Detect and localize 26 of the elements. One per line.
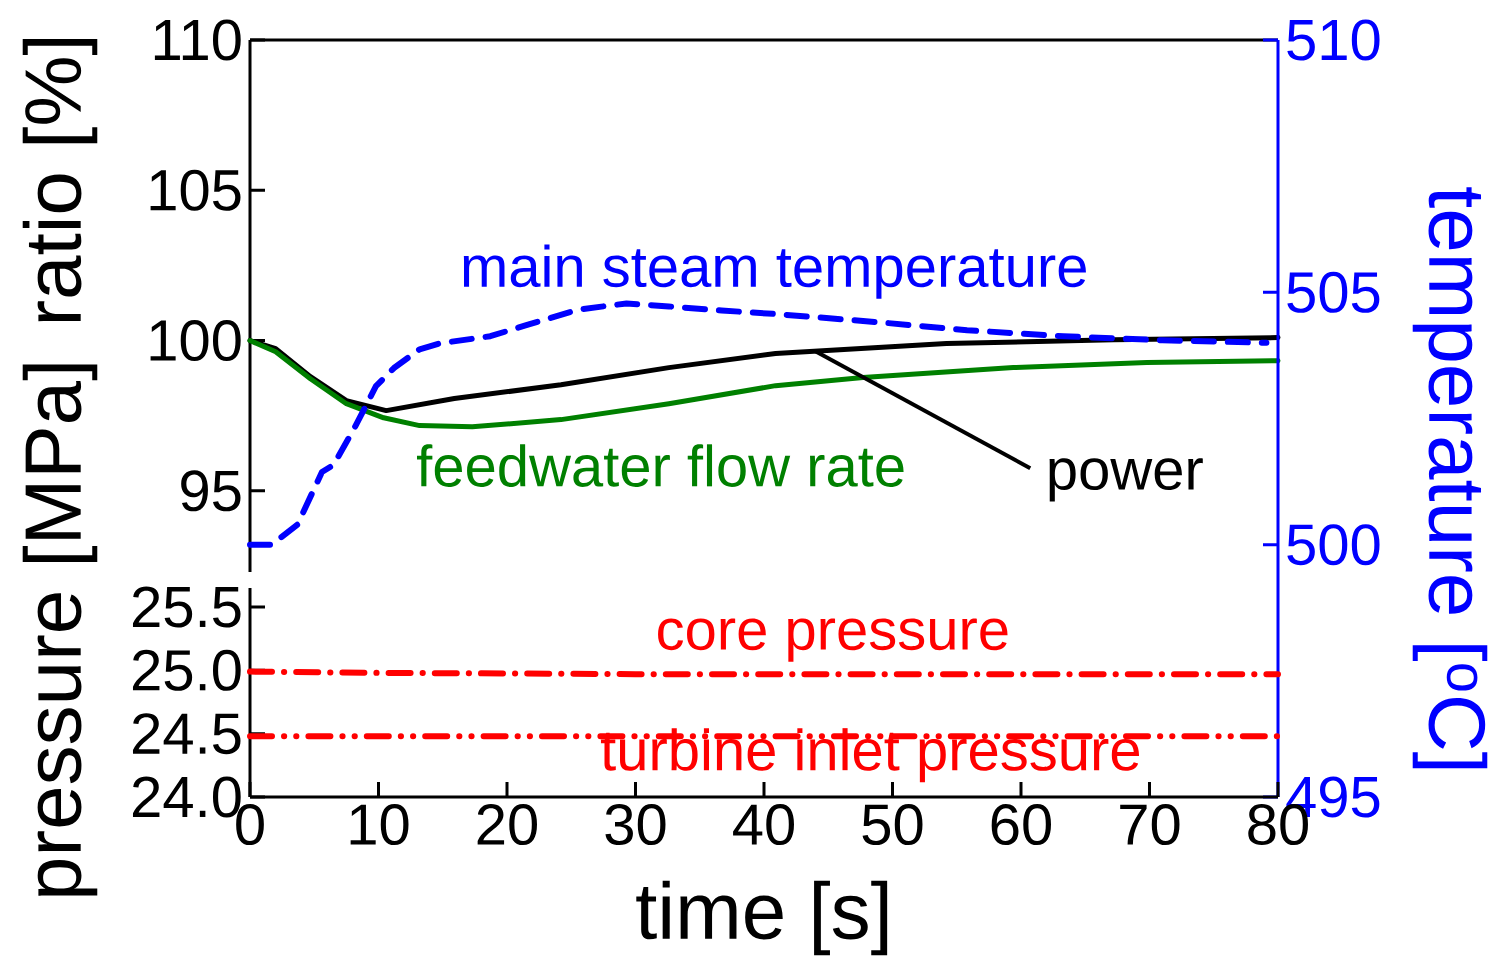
x-tick-label: 20 [477,804,537,846]
series-label: turbine inlet pressure [600,728,1140,783]
y2-tick-label: 500 [1287,524,1380,566]
series-label: core pressure [658,618,1008,662]
y-tick-label: 100 [150,320,241,362]
text: power [1049,458,1203,502]
x-tick-label: 70 [1120,804,1180,846]
y2-axis-title: temperature [$^{o}$C] [1412,187,1488,769]
x-tick-label: 10 [350,804,409,846]
x-tick-label: 40 [733,804,794,846]
y-tick-label: 25.5 [132,586,241,628]
y-axis-title: pressure [MPa] [22,364,98,896]
x-tick-label: 30 [605,804,666,846]
x-axis-title: time [s] [636,880,888,956]
y2-tick-label: 505 [1287,271,1380,313]
y-tick-label: 95 [181,470,241,512]
y-tick-label: 110 [154,19,241,61]
y-axis-title: ratio [%] [22,38,98,322]
y-tick-label: 25.0 [132,649,241,691]
y2-tick-label: 510 [1287,19,1380,61]
y-tick-label: 24.5 [132,713,241,755]
y-tick-label: 105 [150,169,241,211]
series-label: main steam temperature [463,244,1086,299]
series-label: feedwater flow rate [416,444,904,487]
x-tick-label: 60 [991,804,1051,846]
x-tick-label: 50 [862,804,923,846]
